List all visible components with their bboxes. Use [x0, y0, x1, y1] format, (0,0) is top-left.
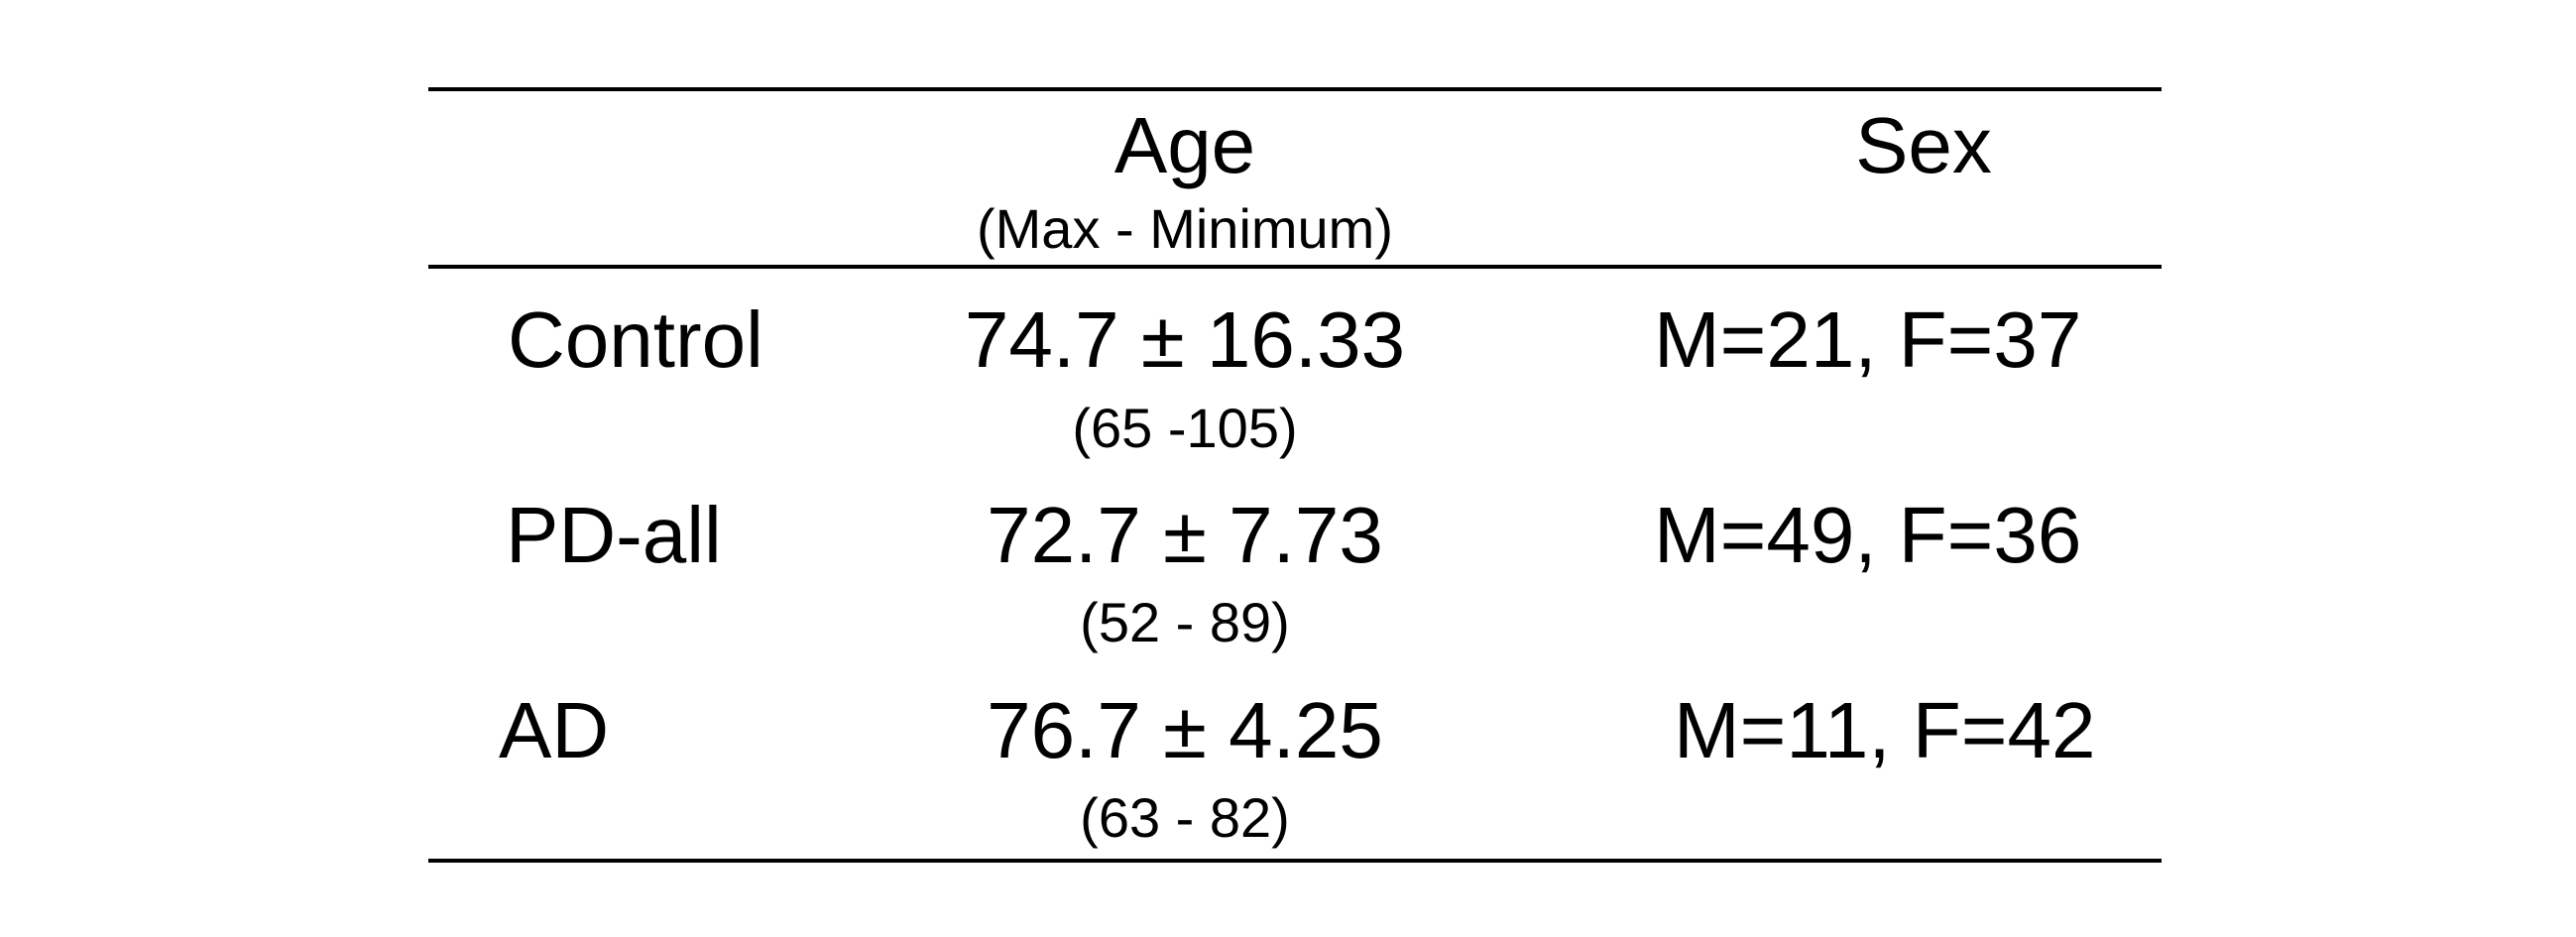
- row-age-value: 76.7 ± 4.25: [987, 691, 1383, 770]
- row-age-range: (65 -105): [1072, 401, 1297, 456]
- header-age: Age: [1114, 106, 1255, 185]
- row-sex-value: M=11, F=42: [1674, 691, 2095, 770]
- row-group-label: Control: [508, 300, 763, 380]
- row-age-value: 74.7 ± 16.33: [965, 300, 1405, 380]
- table-top-rule: [428, 87, 2162, 91]
- row-age-range: (52 - 89): [1080, 595, 1290, 650]
- row-group-label: AD: [499, 691, 609, 770]
- row-group-label: PD-all: [506, 496, 722, 575]
- row-age-value: 72.7 ± 7.73: [987, 496, 1383, 575]
- row-sex-value: M=49, F=36: [1654, 496, 2081, 575]
- header-sex: Sex: [1855, 106, 1992, 185]
- table-header-rule: [428, 265, 2162, 269]
- row-sex-value: M=21, F=37: [1654, 300, 2081, 380]
- row-age-range: (63 - 82): [1080, 790, 1290, 846]
- table-bottom-rule: [428, 859, 2162, 863]
- header-age-sublabel: (Max - Minimum): [977, 201, 1393, 257]
